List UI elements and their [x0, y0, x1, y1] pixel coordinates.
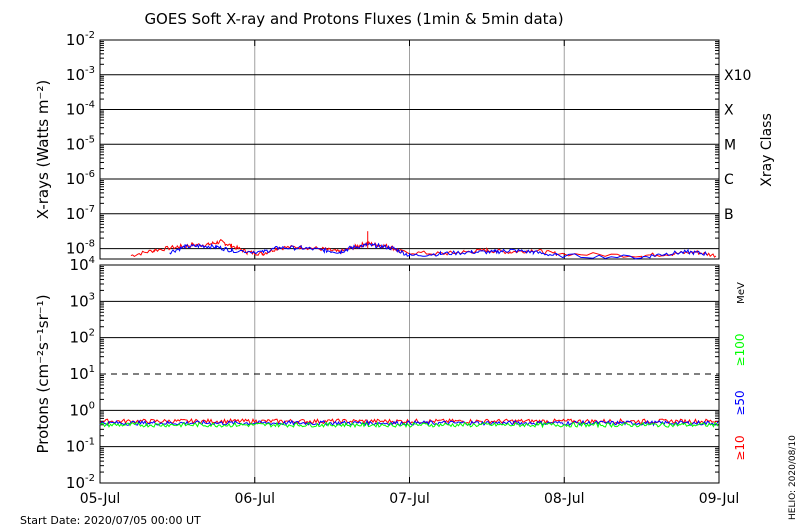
proton-legend-red: ≥10 [733, 435, 747, 460]
x-tick-label: 07-Jul [389, 491, 430, 507]
y-tick-label: 10-6 [66, 169, 95, 188]
mev-unit-label: MeV [736, 282, 747, 304]
y-tick-label: 103 [70, 291, 95, 310]
xray-class-label: M [724, 137, 736, 153]
xray-class-label: X [724, 103, 734, 119]
proton-series-green [99, 421, 719, 429]
y-tick-label: 100 [70, 400, 95, 419]
xray-class-axis-title: Xray Class [759, 113, 775, 187]
y-tick-label: 10-1 [66, 437, 95, 456]
proton-legend-blue: ≥50 [733, 390, 747, 415]
y-axis-label: X-rays (Watts m⁻²) [34, 80, 52, 219]
y-tick-label: 102 [70, 328, 95, 347]
proton-legend-green: ≥100 [733, 334, 747, 367]
proton-series-blue [99, 419, 719, 427]
start-date-label: Start Date: 2020/07/05 00:00 UT [20, 514, 201, 527]
proton-series-red [99, 417, 719, 425]
y-tick-label: 10-5 [66, 134, 95, 153]
y-tick-label: 10-2 [66, 30, 95, 49]
xray-panel: 10-8 10-7 10-6 10-5 10-4 10-3 10-2 X-rays (Watt… [34, 30, 775, 260]
chart-title: GOES Soft X-ray and Protons Fluxes (1min… [144, 10, 563, 28]
xray-class-label: B [724, 207, 734, 223]
y-tick-label: 10-8 [66, 239, 95, 258]
side-stamp: HELIO: 2020/08/10 [788, 435, 798, 520]
proton-panel: 05-Jul 06-Jul 07-Jul 08-Jul 09-Jul 10-2 10-1 10… [34, 255, 747, 507]
xray-class-label: X10 [724, 68, 751, 84]
y-tick-label: 101 [70, 364, 95, 383]
plot-frame [99, 39, 720, 260]
xray-series-blue [169, 242, 708, 260]
x-tick-label: 05-Jul [80, 491, 121, 507]
xray-class-label: C [724, 172, 734, 188]
y-tick-label: 10-7 [66, 204, 95, 223]
y-tick-label: 10-4 [66, 100, 95, 119]
x-tick-label: 06-Jul [234, 491, 275, 507]
plot-frame [99, 264, 720, 484]
y-tick-label: 10-2 [66, 473, 95, 492]
y-tick-label: 10-3 [66, 65, 95, 84]
y-tick-label: 104 [70, 255, 95, 274]
x-tick-label: 08-Jul [544, 491, 585, 507]
x-tick-label: 09-Jul [699, 491, 740, 507]
y-axis-label: Protons (cm⁻²s⁻¹sr⁻¹) [34, 294, 52, 453]
